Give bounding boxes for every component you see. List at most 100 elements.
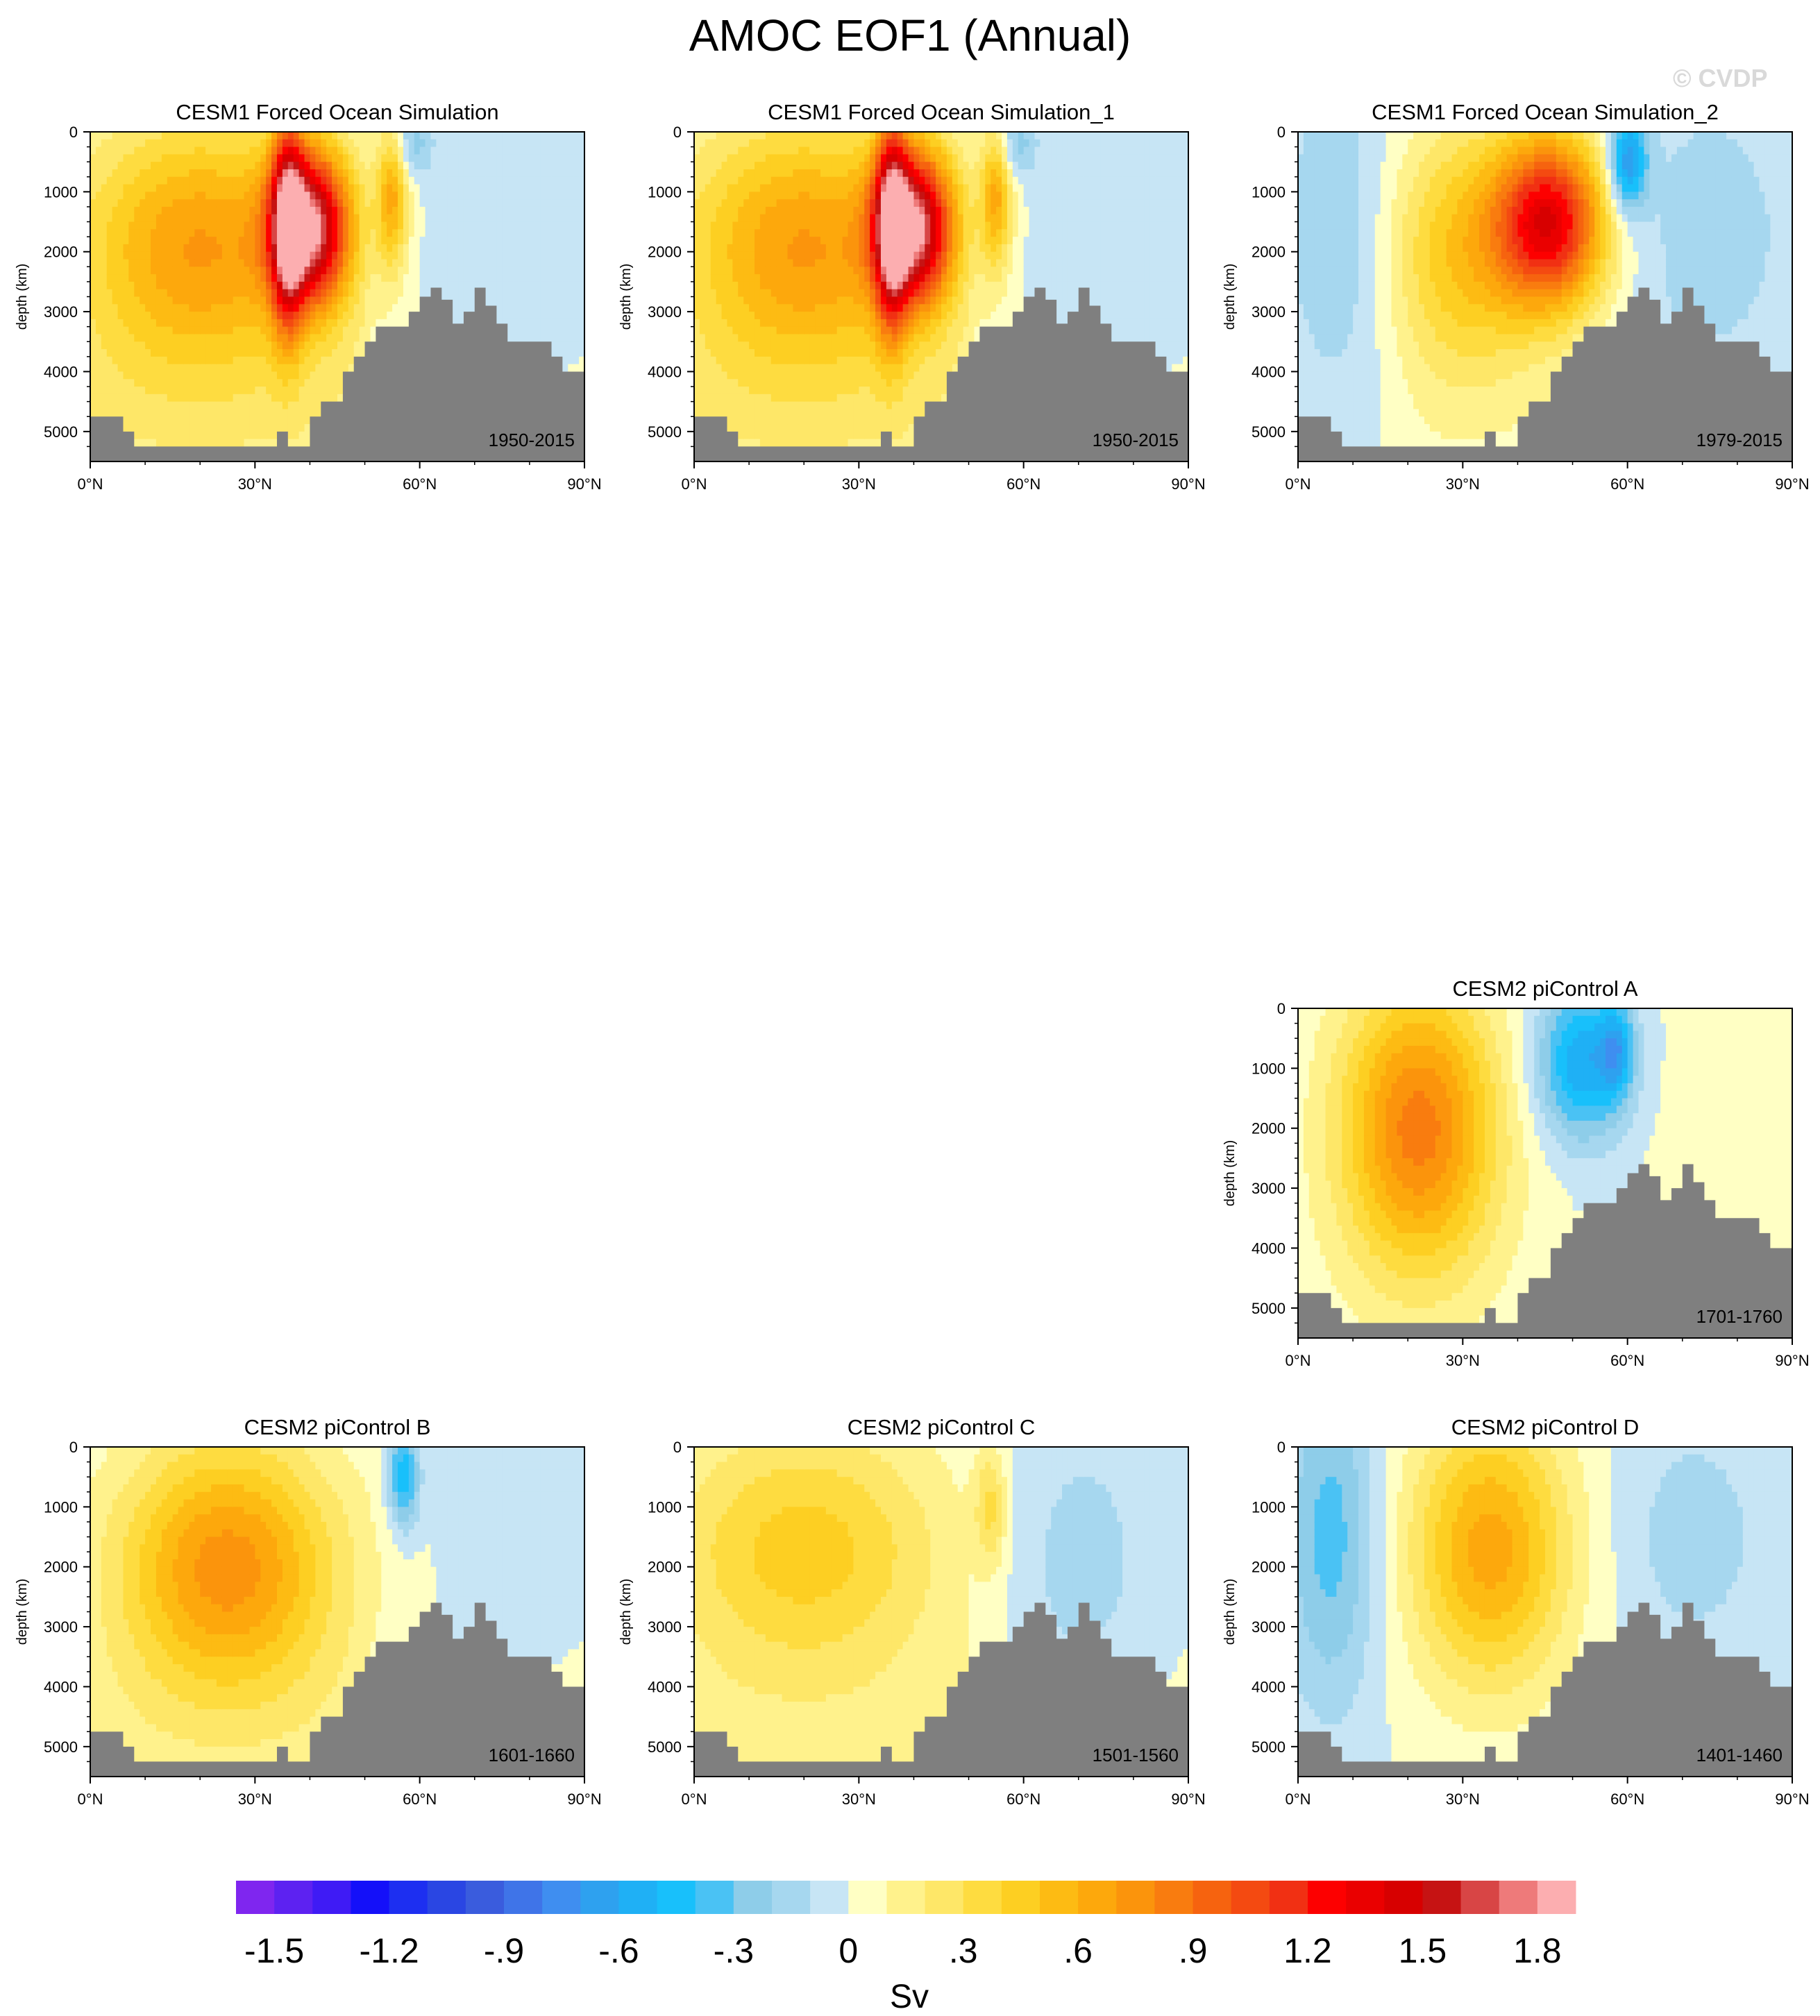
field-cell — [140, 379, 146, 387]
field-cell — [118, 289, 124, 297]
field-cell — [183, 341, 189, 349]
field-cell — [194, 237, 201, 244]
field-cell — [354, 304, 360, 312]
field-cell — [244, 147, 251, 155]
field-cell — [151, 439, 157, 447]
field-cell — [409, 282, 415, 289]
field-cell — [337, 289, 344, 297]
field-cell — [266, 371, 272, 379]
field-cell — [491, 147, 498, 155]
field-cell — [271, 364, 278, 372]
field-cell — [277, 154, 283, 162]
field-cell — [178, 364, 185, 372]
field-cell — [502, 289, 508, 297]
field-cell — [711, 379, 717, 387]
field-cell — [749, 177, 755, 185]
field-cell — [343, 244, 349, 252]
field-cell — [809, 132, 816, 139]
field-cell — [101, 244, 108, 252]
field-cell — [140, 132, 146, 139]
field-cell — [387, 260, 393, 267]
field-cell — [255, 424, 261, 432]
field-cell — [392, 207, 398, 214]
field-cell — [360, 185, 366, 192]
field-cell — [804, 387, 810, 394]
field-cell — [502, 312, 508, 319]
field-cell — [519, 169, 525, 177]
field-cell — [228, 416, 234, 424]
field-cell — [167, 177, 174, 185]
field-cell — [200, 177, 206, 185]
field-cell — [315, 334, 321, 341]
field-cell — [376, 154, 382, 162]
field-cell — [469, 214, 475, 222]
field-cell — [140, 371, 146, 379]
field-cell — [249, 132, 255, 139]
field-cell — [107, 185, 113, 192]
field-cell — [288, 244, 294, 252]
field-cell — [370, 297, 376, 305]
field-cell — [749, 207, 755, 214]
field-cell — [694, 402, 700, 409]
field-cell — [705, 132, 711, 139]
field-cell — [557, 266, 563, 274]
field-cell — [453, 199, 459, 207]
field-cell — [205, 169, 212, 177]
field-cell — [738, 334, 744, 341]
field-cell — [294, 214, 300, 222]
field-cell — [793, 162, 799, 169]
field-cell — [211, 147, 217, 155]
field-cell — [151, 327, 157, 334]
field-cell — [441, 207, 448, 214]
field-cell — [738, 416, 744, 424]
field-cell — [244, 260, 251, 267]
panel-title: CESM1 Forced Ocean Simulation — [90, 100, 584, 125]
field-cell — [294, 222, 300, 230]
field-cell — [217, 402, 223, 409]
field-cell — [360, 162, 366, 169]
field-cell — [167, 289, 174, 297]
field-cell — [809, 266, 816, 274]
field-cell — [107, 312, 113, 319]
field-cell — [299, 327, 305, 334]
field-cell — [183, 394, 189, 402]
field-cell — [337, 177, 344, 185]
field-cell — [705, 222, 711, 230]
field-cell — [436, 229, 442, 237]
field-cell — [239, 282, 245, 289]
field-cell — [798, 132, 804, 139]
field-cell — [804, 252, 810, 260]
field-cell — [360, 334, 366, 341]
field-cell — [727, 139, 733, 147]
field-cell — [727, 214, 733, 222]
field-cell — [326, 394, 332, 402]
field-cell — [156, 132, 162, 139]
field-cell — [513, 297, 519, 305]
field-cell — [233, 416, 239, 424]
field-cell — [777, 409, 783, 416]
field-cell — [552, 147, 558, 155]
field-cell — [727, 341, 733, 349]
field-cell — [541, 312, 547, 319]
field-cell — [458, 169, 464, 177]
field-cell — [475, 237, 481, 244]
field-cell — [809, 409, 816, 416]
field-cell — [194, 192, 201, 199]
field-cell — [711, 192, 717, 199]
field-cell — [96, 244, 102, 252]
field-cell — [173, 252, 179, 260]
field-cell — [496, 222, 503, 230]
field-cell — [705, 379, 711, 387]
field-cell — [107, 244, 113, 252]
field-cell — [354, 207, 360, 214]
field-cell — [200, 327, 206, 334]
field-cell — [535, 297, 541, 305]
field-cell — [716, 132, 723, 139]
field-cell — [447, 214, 453, 222]
field-cell — [183, 274, 189, 282]
field-cell — [271, 394, 278, 402]
field-cell — [211, 237, 217, 244]
field-cell — [183, 244, 189, 252]
field-cell — [370, 282, 376, 289]
field-cell — [228, 312, 234, 319]
